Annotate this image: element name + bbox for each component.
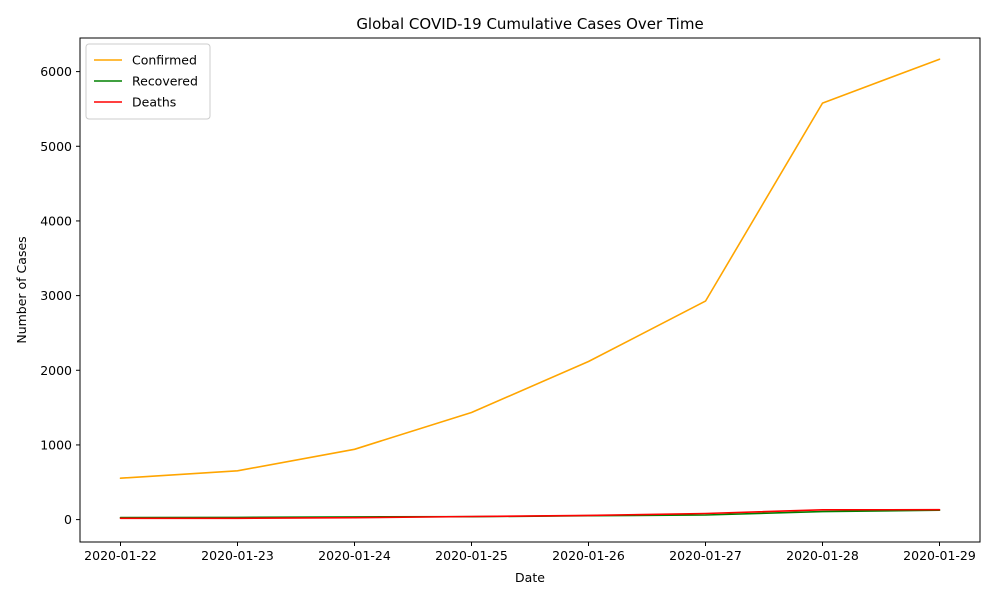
y-tick-label: 2000 [40,363,72,378]
y-tick-label: 4000 [40,213,72,228]
y-tick-label: 3000 [40,288,72,303]
plot-area [79,37,981,543]
series-layer [119,58,941,520]
series-line-deaths [119,508,941,520]
series-line-confirmed [119,58,941,480]
x-tick-label: 2020-01-24 [318,548,391,563]
legend: Confirmed Recovered Deaths [85,43,211,120]
chart-title: Global COVID-19 Cumulative Cases Over Ti… [356,15,703,33]
x-tick-label: 2020-01-23 [201,548,274,563]
x-axis: 2020-01-22 2020-01-23 2020-01-24 2020-01-25… [84,542,976,563]
x-tick-label: 2020-01-28 [786,548,859,563]
x-tick-label: 2020-01-26 [552,548,625,563]
legend-label-deaths: Deaths [132,95,176,110]
legend-box [85,43,211,120]
x-tick-label: 2020-01-27 [669,548,742,563]
y-axis: 0 1000 2000 3000 4000 5000 6000 [40,64,80,527]
axes-frame [79,37,981,543]
x-tick-label: 2020-01-22 [84,548,157,563]
y-axis-label: Number of Cases [14,236,29,343]
y-tick-label: 0 [64,512,72,527]
y-tick-label: 6000 [40,64,72,79]
legend-label-recovered: Recovered [132,74,198,89]
y-tick-label: 5000 [40,139,72,154]
x-axis-label: Date [515,570,545,585]
legend-label-confirmed: Confirmed [132,53,197,68]
x-tick-label: 2020-01-29 [903,548,976,563]
y-tick-label: 1000 [40,437,72,452]
x-tick-label: 2020-01-25 [435,548,508,563]
